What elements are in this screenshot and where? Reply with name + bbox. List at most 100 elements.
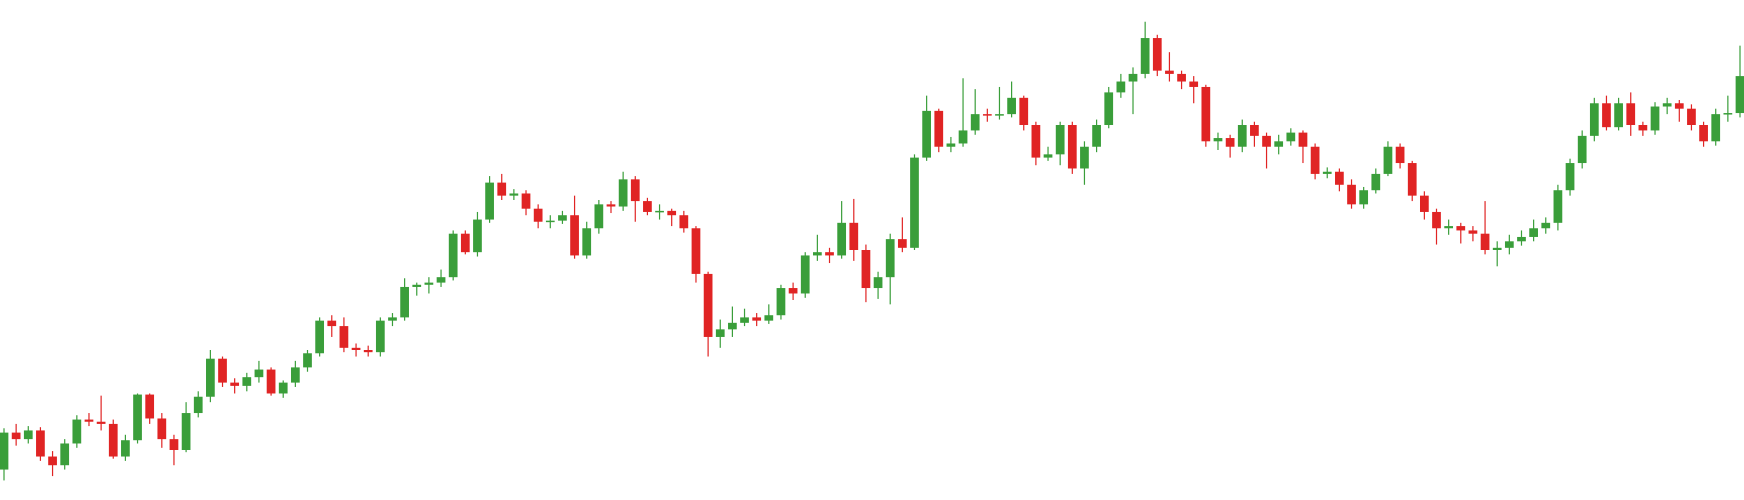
candle-body xyxy=(388,317,397,321)
candle-body xyxy=(169,439,179,450)
candle-body xyxy=(1092,125,1101,147)
candle-body xyxy=(181,413,191,450)
candle-body xyxy=(1674,103,1684,109)
candle-body xyxy=(1359,190,1369,205)
candle-body xyxy=(266,369,276,394)
candle-body xyxy=(230,382,240,386)
candle-body xyxy=(691,228,701,274)
candle-body xyxy=(1007,97,1016,115)
candle-body xyxy=(1031,125,1041,158)
candle-body xyxy=(1383,146,1393,174)
candle-body xyxy=(715,329,725,337)
candle-body xyxy=(764,315,774,321)
candle-body xyxy=(1711,114,1721,142)
candle-body xyxy=(982,114,992,116)
candle-body xyxy=(776,288,786,316)
candle-body xyxy=(1250,125,1259,136)
candle-body xyxy=(11,432,21,440)
candle-body xyxy=(351,347,361,350)
candle-body xyxy=(655,210,664,213)
candle-body xyxy=(873,277,883,289)
candle-body xyxy=(837,222,847,256)
candle-body xyxy=(60,443,70,466)
candle-body xyxy=(1735,76,1744,114)
candle-body xyxy=(278,382,288,394)
candle-body xyxy=(897,239,907,248)
candle-body xyxy=(1298,132,1308,147)
candle-body xyxy=(1529,228,1538,237)
candle-body xyxy=(885,239,895,278)
candle-body xyxy=(630,179,640,202)
candle-body xyxy=(1419,195,1429,212)
candle-body xyxy=(1104,92,1114,125)
candle-body xyxy=(96,421,106,424)
candle-body xyxy=(970,114,980,131)
candle-body xyxy=(290,367,300,383)
candle-body xyxy=(910,157,919,248)
candle-body xyxy=(533,208,543,222)
candle-body xyxy=(0,432,9,470)
candle-body xyxy=(1589,103,1599,136)
candle-body xyxy=(1638,125,1648,131)
candle-body xyxy=(1577,135,1587,164)
candle-body xyxy=(1043,154,1053,158)
candle-body xyxy=(1152,38,1162,71)
candle-body xyxy=(934,110,944,147)
candle-body xyxy=(1553,190,1563,223)
candle-body xyxy=(800,255,810,294)
candle-body xyxy=(1189,81,1199,87)
candle-body xyxy=(521,193,531,209)
candle-body xyxy=(1565,163,1575,191)
candle-body xyxy=(1274,141,1284,147)
candle-body xyxy=(582,228,592,256)
candle-body xyxy=(133,394,142,441)
candle-body xyxy=(193,396,203,414)
candle-body xyxy=(363,350,373,353)
candle-body xyxy=(1140,38,1150,74)
candle-body xyxy=(1614,103,1623,128)
candle-body xyxy=(1165,70,1174,74)
candle-body xyxy=(1286,132,1296,142)
candle-body xyxy=(958,130,968,144)
candle-body xyxy=(303,353,312,368)
candle-body xyxy=(545,220,555,223)
candle-body xyxy=(400,286,409,318)
candle-body xyxy=(485,182,494,220)
candle-body xyxy=(1177,73,1186,82)
candle-body xyxy=(861,250,871,289)
candle-body xyxy=(1019,97,1029,125)
candle-body xyxy=(497,182,507,196)
candle-body xyxy=(36,430,45,457)
candle-body xyxy=(327,320,337,327)
candle-body xyxy=(1347,184,1356,205)
candle-body xyxy=(1517,236,1526,242)
candle-body xyxy=(740,317,749,323)
candle-body xyxy=(242,377,252,386)
candle-body xyxy=(206,358,215,397)
candle-body xyxy=(436,277,446,283)
candle-body xyxy=(667,210,677,216)
candle-body xyxy=(1444,226,1454,229)
candle-body xyxy=(84,419,94,422)
candle-body xyxy=(1468,230,1478,234)
candle-body xyxy=(218,358,227,383)
candle-body xyxy=(460,233,470,253)
candle-body xyxy=(813,252,822,256)
candle-body xyxy=(509,193,519,196)
candle-body xyxy=(1541,222,1551,229)
candle-body xyxy=(558,215,567,221)
candle-body xyxy=(1371,173,1381,191)
candle-body xyxy=(157,418,167,440)
candle-body xyxy=(1322,171,1332,174)
candle-body xyxy=(788,288,798,294)
candle-body xyxy=(606,204,616,207)
candle-body xyxy=(1407,163,1417,196)
candle-body xyxy=(1504,241,1514,248)
candle-body xyxy=(1225,138,1235,147)
candle-body xyxy=(922,110,931,158)
candle-body xyxy=(1080,146,1089,169)
candle-body xyxy=(72,419,82,444)
candle-body xyxy=(1650,106,1660,131)
